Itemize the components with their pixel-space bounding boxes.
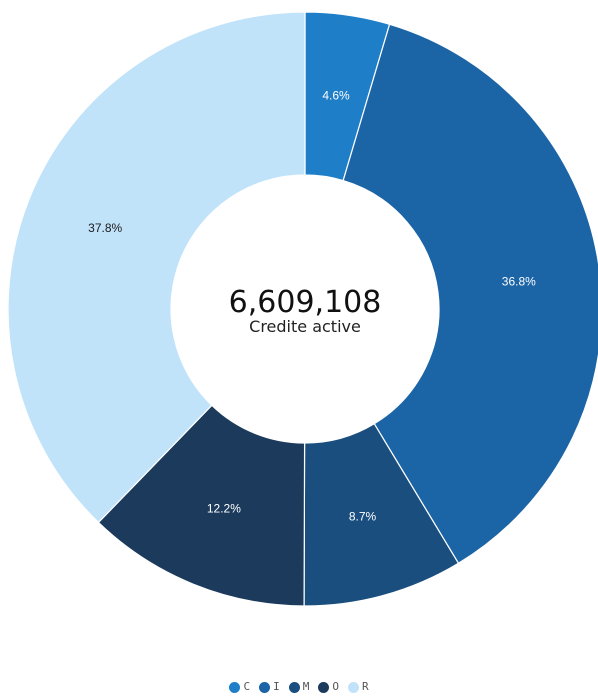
center-total-value: 6,609,108	[229, 285, 382, 320]
legend-item-M[interactable]: M	[288, 680, 310, 693]
legend-swatch-icon	[318, 681, 330, 693]
legend-item-R[interactable]: R	[347, 680, 369, 693]
slice-label-O: 12.2%	[207, 502, 241, 516]
donut-hole	[171, 175, 439, 443]
legend-label: M	[302, 680, 310, 693]
legend-label: R	[361, 680, 369, 693]
legend-item-I[interactable]: I	[259, 681, 280, 693]
slice-labels: 4.6% 36.8% 8.7% 12.2% 37.8%	[88, 89, 536, 524]
slice-label-R: 37.8%	[88, 221, 122, 235]
legend-swatch-icon	[259, 681, 271, 693]
slice-label-M: 8.7%	[349, 510, 377, 524]
legend-swatch-icon	[229, 681, 241, 693]
legend-item-O[interactable]: O	[318, 681, 339, 693]
slice-label-I: 36.8%	[502, 275, 536, 289]
legend-label: O	[332, 680, 339, 693]
slice-label-C: 4.6%	[322, 89, 350, 103]
legend-item-C[interactable]: C	[229, 681, 250, 693]
center-total-label: Credite active	[249, 317, 361, 336]
legend-swatch-icon	[288, 681, 300, 693]
legend-label: C	[243, 680, 251, 693]
legend-label: I	[273, 680, 280, 693]
legend-swatch-icon	[347, 681, 359, 693]
donut-slices	[7, 11, 598, 607]
